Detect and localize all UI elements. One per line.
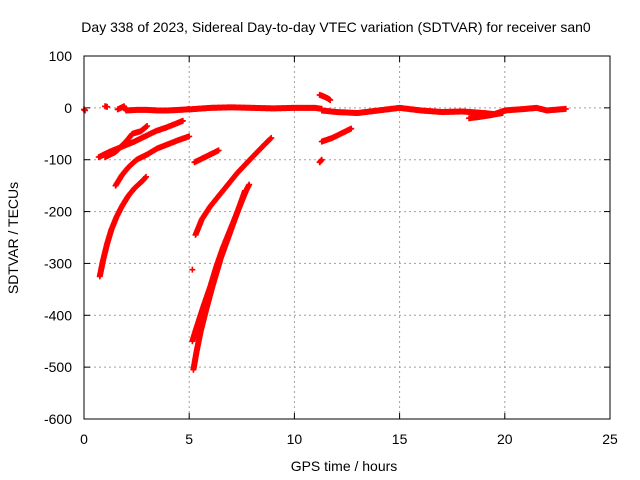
data-point [246,181,253,188]
data-point [562,105,569,112]
series-trace-5 [316,91,334,104]
data-point [215,147,222,154]
x-tick-label: 15 [392,431,408,447]
x-axis-label: GPS time / hours [291,458,398,474]
plot-frame [83,55,611,420]
series-trace-18 [318,125,355,145]
y-axis-label: SDTVAR / TECUs [5,182,21,294]
x-tick-label: 5 [185,431,193,447]
data-point [267,135,274,142]
series-trace-11 [96,173,150,280]
x-tick-label: 10 [287,431,303,447]
series-trace-3 [114,103,193,114]
series-trace-2 [102,103,111,110]
y-tick-label: -100 [44,152,72,168]
x-tick-label: 0 [80,431,88,447]
x-tick-label: 20 [497,431,513,447]
series-trace-4 [186,104,325,113]
data-point [499,110,506,117]
series-trace-13 [192,134,275,238]
data-point [268,134,275,141]
data-point [143,173,150,180]
series-trace-17 [316,156,325,166]
series-trace-9 [102,123,151,161]
data-point [318,156,325,163]
data-point [327,97,334,104]
grid [84,56,610,419]
y-tick-label: -600 [44,411,72,427]
series-trace-10 [112,133,193,189]
series-trace-6 [318,104,569,118]
chart-title: Day 338 of 2023, Sidereal Day-to-day VTE… [81,19,591,35]
data-point [144,123,151,130]
data-point [348,125,355,132]
y-tick-label: -300 [44,255,72,271]
data-point [241,187,248,194]
y-tick-label: 100 [49,48,73,64]
y-tick-label: 0 [64,100,72,116]
series-trace-7 [466,110,506,122]
series-trace-15 [190,187,248,373]
axes: 0 5 10 15 20 25 100 0 -100 -200 -300 -400 -500 -600 [44,48,618,447]
data-point [179,117,186,124]
data-point [104,103,111,110]
data-point [186,133,193,140]
y-tick-label: -500 [44,359,72,375]
x-tick-label: 25 [602,431,618,447]
series-trace-16 [189,266,196,273]
data-point [189,266,196,273]
y-tick-label: -400 [44,307,72,323]
y-tick-label: -200 [44,204,72,220]
series-trace-12 [191,147,222,166]
data-points [81,91,569,373]
data-point [82,107,89,114]
